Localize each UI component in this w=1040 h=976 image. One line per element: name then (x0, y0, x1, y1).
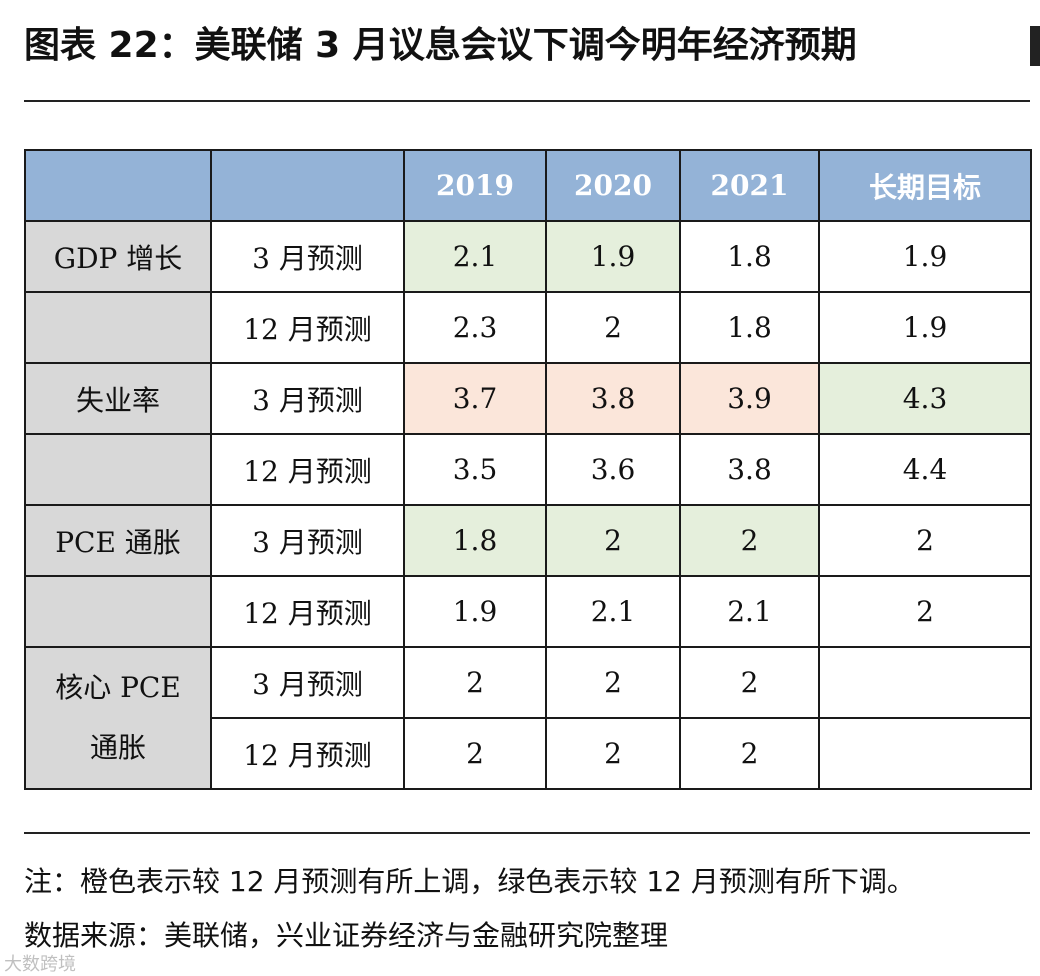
value-cell: 1.8 (403, 504, 547, 577)
table-row: 12 月预测 3.5 3.6 3.8 4.4 (24, 433, 1032, 506)
table-row: 12 月预测 1.9 2.1 2.1 2 (24, 575, 1032, 648)
bottom-rule (24, 832, 1030, 834)
value-cell: 2 (545, 291, 681, 364)
table-header-row: 2019 2020 2021 长期目标 (24, 149, 1032, 222)
value-cell: 3.9 (679, 362, 820, 435)
value-cell: 2 (545, 646, 681, 719)
value-cell: 2.1 (545, 575, 681, 648)
value-cell: 1.9 (545, 220, 681, 293)
value-cell: 3.8 (545, 362, 681, 435)
header-cell: 2019 (403, 149, 547, 222)
value-cell: 2 (818, 504, 1032, 577)
forecast-type-label: 12 月预测 (210, 291, 405, 364)
value-cell (818, 646, 1032, 719)
header-cell (210, 149, 405, 222)
forecast-table: 2019 2020 2021 长期目标 GDP 增长 3 月预测 2.1 1.9 1.8… (24, 149, 1032, 790)
metric-label-empty (24, 575, 212, 648)
header-cell: 2020 (545, 149, 681, 222)
value-cell: 1.9 (818, 220, 1032, 293)
value-cell: 3.6 (545, 433, 681, 506)
top-rule (24, 100, 1030, 102)
table-row: PCE 通胀 3 月预测 1.8 2 2 2 (24, 504, 1032, 577)
value-cell: 2 (545, 504, 681, 577)
header-cell: 2021 (679, 149, 820, 222)
header-cell: 长期目标 (818, 149, 1032, 222)
value-cell: 1.8 (679, 291, 820, 364)
value-cell: 2 (818, 575, 1032, 648)
value-cell: 4.3 (818, 362, 1032, 435)
forecast-type-label: 3 月预测 (210, 362, 405, 435)
watermark: 大数跨境 (4, 954, 76, 975)
table-body: GDP 增长 3 月预测 2.1 1.9 1.8 1.9 12 月预测 2.3 2 1.8 1.9 失… (24, 220, 1032, 790)
value-cell: 1.8 (679, 220, 820, 293)
title-edge-marker (1030, 26, 1040, 66)
metric-label: 核心 PCE 通胀 (24, 646, 212, 790)
metric-label-empty (24, 433, 212, 506)
forecast-type-label: 12 月预测 (210, 717, 405, 790)
forecast-type-label: 12 月预测 (210, 433, 405, 506)
value-cell: 4.4 (818, 433, 1032, 506)
value-cell: 2.1 (679, 575, 820, 648)
value-cell: 2 (403, 646, 547, 719)
value-cell: 2.1 (403, 220, 547, 293)
value-cell: 2 (403, 717, 547, 790)
metric-label: 失业率 (24, 362, 212, 435)
forecast-type-label: 3 月预测 (210, 646, 405, 719)
value-cell: 2 (545, 717, 681, 790)
forecast-type-label: 3 月预测 (210, 504, 405, 577)
table-row: 核心 PCE 通胀 3 月预测 2 2 2 (24, 646, 1032, 790)
value-cell: 2 (679, 717, 820, 790)
table-row: 12 月预测 2 2 2 (25, 717, 1032, 790)
value-cell: 1.9 (818, 291, 1032, 364)
forecast-type-label: 12 月预测 (210, 575, 405, 648)
page-title: 图表 22：美联储 3 月议息会议下调今明年经济预期 (24, 25, 857, 66)
metric-label: GDP 增长 (24, 220, 212, 293)
value-cell: 2.3 (403, 291, 547, 364)
value-cell: 3.8 (679, 433, 820, 506)
forecast-type-label: 3 月预测 (210, 220, 405, 293)
header-cell (24, 149, 212, 222)
color-legend-note: 注：橙色表示较 12 月预测有所上调，绿色表示较 12 月预测有所下调。 (24, 865, 915, 898)
value-cell: 3.7 (403, 362, 547, 435)
source-note: 数据来源：美联储，兴业证券经济与金融研究院整理 (24, 919, 669, 952)
metric-label: PCE 通胀 (24, 504, 212, 577)
value-cell (818, 717, 1032, 790)
table-row: GDP 增长 3 月预测 2.1 1.9 1.8 1.9 (24, 220, 1032, 293)
value-cell: 3.5 (403, 433, 547, 506)
value-cell: 2 (679, 646, 820, 719)
table-row: 12 月预测 2.3 2 1.8 1.9 (24, 291, 1032, 364)
value-cell: 1.9 (403, 575, 547, 648)
table-row: 失业率 3 月预测 3.7 3.8 3.9 4.3 (24, 362, 1032, 435)
value-cell: 2 (679, 504, 820, 577)
metric-label-empty (24, 291, 212, 364)
